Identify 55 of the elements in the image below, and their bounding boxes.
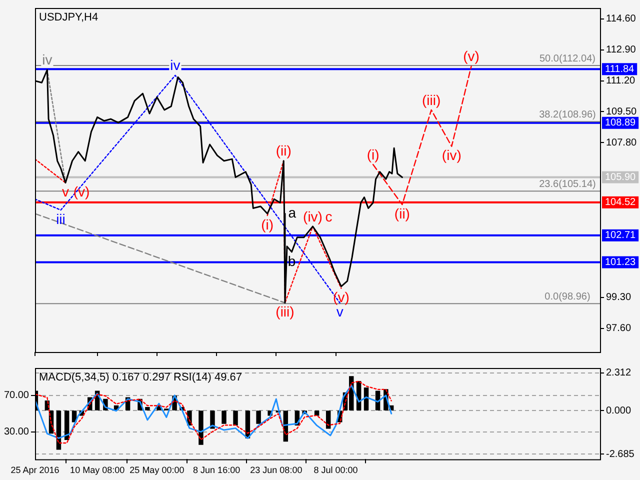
annotation: v <box>62 184 69 200</box>
annotation: (v) <box>333 289 350 306</box>
annotation: 23.6(105.14) <box>539 178 596 190</box>
annotation: (iii) <box>422 92 441 108</box>
annotation: (v) <box>463 48 480 64</box>
y-tick-label: 114.60 <box>606 14 636 25</box>
ref-line-label: 108.89 <box>605 118 636 129</box>
bar <box>256 410 261 424</box>
y-tick-label: 112.90 <box>606 44 636 56</box>
x-tick-label: 25 May 00:00 <box>130 465 184 476</box>
annotation: 0.0(98.96) <box>544 291 590 302</box>
annotation: (i) <box>261 216 274 232</box>
annotation: 38.2(108.96) <box>539 109 596 120</box>
x-tick-label: 8 Jul 00:00 <box>314 465 358 476</box>
ref-line-label: 105.90 <box>605 172 636 184</box>
y-tick-label: 107.80 <box>606 137 638 148</box>
annotation: (iv) <box>303 208 322 224</box>
x-tick-label: 25 Apr 2016 <box>10 465 60 476</box>
ref-line-label: 111.84 <box>605 64 635 75</box>
annotation: (i) <box>366 146 380 162</box>
annotation: iv <box>42 52 52 68</box>
x-tick-label: 10 May 08:00 <box>70 465 125 476</box>
x-tick-label: 23 Jun 08:00 <box>250 465 302 476</box>
ref-line-label: 101.23 <box>605 257 636 268</box>
annotation: iv <box>170 57 180 74</box>
y-tick-label: 111.20 <box>606 76 636 87</box>
bar <box>145 406 150 410</box>
bar <box>326 410 331 429</box>
chart-title: MACD(5,34,5) 0.167 0.297 RSI(14) 49.67 <box>39 372 242 384</box>
bar <box>64 410 70 440</box>
bar <box>233 410 238 426</box>
y-tick-label: 99.30 <box>606 292 632 304</box>
chart-title: USDJPY,H4 <box>39 12 98 24</box>
annotation: (iv) <box>442 147 462 164</box>
annotation: (ii) <box>394 205 410 222</box>
y2-tick-label: 70.00 <box>4 390 30 402</box>
y-tick-label: 2.312 <box>606 368 632 379</box>
x-tick-label: 8 Jun 16:00 <box>193 465 240 476</box>
ref-line-label: 102.71 <box>605 230 636 242</box>
annotation: a <box>288 204 296 221</box>
bar <box>198 410 204 445</box>
annotation: (v) <box>73 184 90 200</box>
y-tick-label: 109.50 <box>606 106 638 118</box>
annotation: iii <box>56 210 66 227</box>
annotation: 50.0(112.04) <box>540 53 596 64</box>
y-tick-label: 97.60 <box>606 323 632 334</box>
y-tick-label: -2.685 <box>606 448 635 460</box>
y-tick-label: 0.000 <box>606 405 632 416</box>
annotation: (iii) <box>276 304 294 320</box>
annotation: v <box>336 304 344 320</box>
bar <box>222 410 226 424</box>
ref-line-label: 104.52 <box>605 197 636 208</box>
annotation: c <box>325 208 332 224</box>
y2-tick-label: 30.00 <box>4 426 30 438</box>
annotation: (ii) <box>276 142 292 159</box>
